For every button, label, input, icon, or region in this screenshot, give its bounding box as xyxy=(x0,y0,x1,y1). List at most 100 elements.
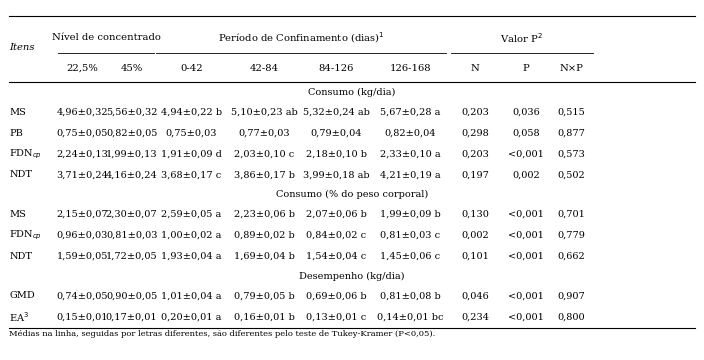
Text: 4,94±0,22 b: 4,94±0,22 b xyxy=(161,108,222,117)
Text: 0,82±0,05: 0,82±0,05 xyxy=(106,129,157,138)
Text: 1,69±0,04 b: 1,69±0,04 b xyxy=(234,252,294,261)
Text: N×P: N×P xyxy=(560,63,584,73)
Text: 0,14±0,01 bc: 0,14±0,01 bc xyxy=(377,312,444,321)
Text: P: P xyxy=(522,63,529,73)
Text: 2,33±0,10 a: 2,33±0,10 a xyxy=(380,150,441,159)
Text: 126-168: 126-168 xyxy=(389,63,432,73)
Text: 0-42: 0-42 xyxy=(180,63,203,73)
Text: Consumo (% do peso corporal): Consumo (% do peso corporal) xyxy=(276,190,428,199)
Text: Valor P$^{2}$: Valor P$^{2}$ xyxy=(500,31,543,45)
Text: 84-126: 84-126 xyxy=(319,63,354,73)
Text: Desempenho (kg/dia): Desempenho (kg/dia) xyxy=(299,271,405,281)
Text: 1,59±0,05: 1,59±0,05 xyxy=(57,252,108,261)
Text: 0,502: 0,502 xyxy=(558,171,586,180)
Text: 1,01±0,04 a: 1,01±0,04 a xyxy=(161,292,222,301)
Text: 0,203: 0,203 xyxy=(461,108,489,117)
Text: EA$^3$: EA$^3$ xyxy=(9,310,29,324)
Text: 0,69±0,06 b: 0,69±0,06 b xyxy=(306,292,367,301)
Text: 0,800: 0,800 xyxy=(558,312,586,321)
Text: 0,75±0,05: 0,75±0,05 xyxy=(57,129,108,138)
Text: <0,001: <0,001 xyxy=(508,231,543,240)
Text: 3,68±0,17 c: 3,68±0,17 c xyxy=(161,171,222,180)
Text: Período de Confinamento (dias)$^{1}$: Período de Confinamento (dias)$^{1}$ xyxy=(218,31,384,45)
Text: 0,15±0,01: 0,15±0,01 xyxy=(56,312,108,321)
Text: <0,001: <0,001 xyxy=(508,252,543,261)
Text: 0,82±0,04: 0,82±0,04 xyxy=(384,129,436,138)
Text: 0,81±0,08 b: 0,81±0,08 b xyxy=(380,292,441,301)
Text: 2,18±0,10 b: 2,18±0,10 b xyxy=(306,150,367,159)
Text: 1,54±0,04 c: 1,54±0,04 c xyxy=(306,252,367,261)
Text: N: N xyxy=(471,63,479,73)
Text: 0,84±0,02 c: 0,84±0,02 c xyxy=(306,231,367,240)
Text: 42-84: 42-84 xyxy=(249,63,279,73)
Text: 2,30±0,07: 2,30±0,07 xyxy=(106,210,158,219)
Text: 1,99±0,09 b: 1,99±0,09 b xyxy=(380,210,441,219)
Text: Nível de concentrado: Nível de concentrado xyxy=(51,33,161,42)
Text: 5,32±0,24 ab: 5,32±0,24 ab xyxy=(303,108,370,117)
Text: Itens: Itens xyxy=(9,43,34,52)
Text: 0,197: 0,197 xyxy=(461,171,489,180)
Text: MS: MS xyxy=(9,108,26,117)
Text: 0,74±0,05: 0,74±0,05 xyxy=(56,292,108,301)
Text: 0,203: 0,203 xyxy=(461,150,489,159)
Text: 0,701: 0,701 xyxy=(558,210,586,219)
Text: 0,81±0,03 c: 0,81±0,03 c xyxy=(380,231,441,240)
Text: 2,59±0,05 a: 2,59±0,05 a xyxy=(161,210,222,219)
Text: 0,046: 0,046 xyxy=(461,292,489,301)
Text: 0,101: 0,101 xyxy=(461,252,489,261)
Text: 0,79±0,04: 0,79±0,04 xyxy=(310,129,363,138)
Text: 0,298: 0,298 xyxy=(461,129,489,138)
Text: 1,93±0,04 a: 1,93±0,04 a xyxy=(161,252,222,261)
Text: 0,96±0,03: 0,96±0,03 xyxy=(57,231,108,240)
Text: 0,81±0,03: 0,81±0,03 xyxy=(106,231,158,240)
Text: 0,907: 0,907 xyxy=(558,292,586,301)
Text: 2,07±0,06 b: 2,07±0,06 b xyxy=(306,210,367,219)
Text: 2,15±0,07: 2,15±0,07 xyxy=(56,210,108,219)
Text: 0,13±0,01 c: 0,13±0,01 c xyxy=(306,312,367,321)
Text: 1,00±0,02 a: 1,00±0,02 a xyxy=(161,231,222,240)
Text: 5,67±0,28 a: 5,67±0,28 a xyxy=(380,108,441,117)
Text: Consumo (kg/dia): Consumo (kg/dia) xyxy=(308,88,396,97)
Text: 0,573: 0,573 xyxy=(558,150,586,159)
Text: 1,45±0,06 c: 1,45±0,06 c xyxy=(380,252,441,261)
Text: NDT: NDT xyxy=(9,171,32,180)
Text: 5,56±0,32: 5,56±0,32 xyxy=(106,108,158,117)
Text: FDN$_{cp}$: FDN$_{cp}$ xyxy=(9,147,42,161)
Text: 0,130: 0,130 xyxy=(461,210,489,219)
Text: 0,20±0,01 a: 0,20±0,01 a xyxy=(161,312,222,321)
Text: 0,877: 0,877 xyxy=(558,129,586,138)
Text: 1,99±0,13: 1,99±0,13 xyxy=(106,150,158,159)
Text: 0,17±0,01: 0,17±0,01 xyxy=(106,312,158,321)
Text: 0,77±0,03: 0,77±0,03 xyxy=(238,129,290,138)
Text: 3,99±0,18 ab: 3,99±0,18 ab xyxy=(303,171,370,180)
Text: 4,21±0,19 a: 4,21±0,19 a xyxy=(380,171,441,180)
Text: Médias na linha, seguidas por letras diferentes, são diferentes pelo teste de Tu: Médias na linha, seguidas por letras dif… xyxy=(9,330,435,338)
Text: 0,90±0,05: 0,90±0,05 xyxy=(106,292,157,301)
Text: 3,86±0,17 b: 3,86±0,17 b xyxy=(234,171,294,180)
Text: 0,058: 0,058 xyxy=(512,129,540,138)
Text: 0,002: 0,002 xyxy=(512,171,540,180)
Text: 1,72±0,05: 1,72±0,05 xyxy=(106,252,158,261)
Text: NDT: NDT xyxy=(9,252,32,261)
Text: 4,96±0,32: 4,96±0,32 xyxy=(56,108,108,117)
Text: 22,5%: 22,5% xyxy=(66,63,99,73)
Text: 0,779: 0,779 xyxy=(558,231,586,240)
Text: 1,91±0,09 d: 1,91±0,09 d xyxy=(161,150,222,159)
Text: 0,036: 0,036 xyxy=(512,108,540,117)
Text: 4,16±0,24: 4,16±0,24 xyxy=(106,171,158,180)
Text: 0,79±0,05 b: 0,79±0,05 b xyxy=(234,292,294,301)
Text: <0,001: <0,001 xyxy=(508,292,543,301)
Text: 0,662: 0,662 xyxy=(558,252,586,261)
Text: 2,03±0,10 c: 2,03±0,10 c xyxy=(234,150,294,159)
Text: PB: PB xyxy=(9,129,23,138)
Text: 0,16±0,01 b: 0,16±0,01 b xyxy=(234,312,294,321)
Text: 2,24±0,13: 2,24±0,13 xyxy=(56,150,108,159)
Text: 0,75±0,03: 0,75±0,03 xyxy=(165,129,218,138)
Text: 2,23±0,06 b: 2,23±0,06 b xyxy=(234,210,294,219)
Text: 0,89±0,02 b: 0,89±0,02 b xyxy=(234,231,294,240)
Text: 0,002: 0,002 xyxy=(461,231,489,240)
Text: 5,10±0,23 ab: 5,10±0,23 ab xyxy=(231,108,297,117)
Text: FDN$_{cp}$: FDN$_{cp}$ xyxy=(9,229,42,242)
Text: GMD: GMD xyxy=(9,292,35,301)
Text: MS: MS xyxy=(9,210,26,219)
